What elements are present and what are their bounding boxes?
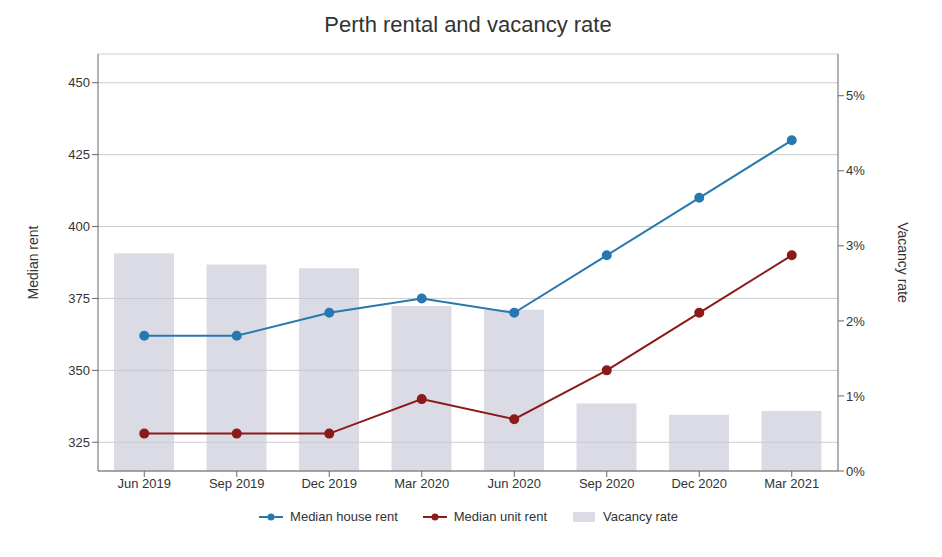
svg-text:Sep 2020: Sep 2020 bbox=[579, 476, 635, 491]
svg-text:0%: 0% bbox=[846, 464, 865, 479]
svg-text:3%: 3% bbox=[846, 238, 865, 253]
html-text:Perth rental and vacancy rate: Perth rental and vacancy rate bbox=[324, 12, 612, 37]
svg-text:Jun 2019: Jun 2019 bbox=[118, 476, 172, 491]
svg-text:350: 350 bbox=[68, 363, 90, 378]
html-text:Vacancy rate: Vacancy rate bbox=[603, 509, 678, 524]
svg-text:450: 450 bbox=[68, 75, 90, 90]
svg-text:400: 400 bbox=[68, 219, 90, 234]
svg-text:Dec 2020: Dec 2020 bbox=[671, 476, 727, 491]
svg-text:Jun 2020: Jun 2020 bbox=[488, 476, 542, 491]
svg-text:1%: 1% bbox=[846, 389, 865, 404]
svg-text:425: 425 bbox=[68, 147, 90, 162]
svg-text:325: 325 bbox=[68, 435, 90, 450]
svg-text:Median rent: Median rent bbox=[25, 225, 41, 299]
svg-text:Mar 2021: Mar 2021 bbox=[764, 476, 819, 491]
svg-text:4%: 4% bbox=[846, 163, 865, 178]
svg-text:Dec 2019: Dec 2019 bbox=[301, 476, 357, 491]
html-text:Median unit rent: Median unit rent bbox=[453, 509, 547, 524]
svg-text:Mar 2020: Mar 2020 bbox=[394, 476, 449, 491]
svg-text:5%: 5% bbox=[846, 88, 865, 103]
svg-text:Sep 2019: Sep 2019 bbox=[209, 476, 265, 491]
svg-text:375: 375 bbox=[68, 291, 90, 306]
html-text:Median house rent: Median house rent bbox=[290, 509, 398, 524]
svg-text:Vacancy rate: Vacancy rate bbox=[895, 222, 911, 303]
svg-text:2%: 2% bbox=[846, 314, 865, 329]
